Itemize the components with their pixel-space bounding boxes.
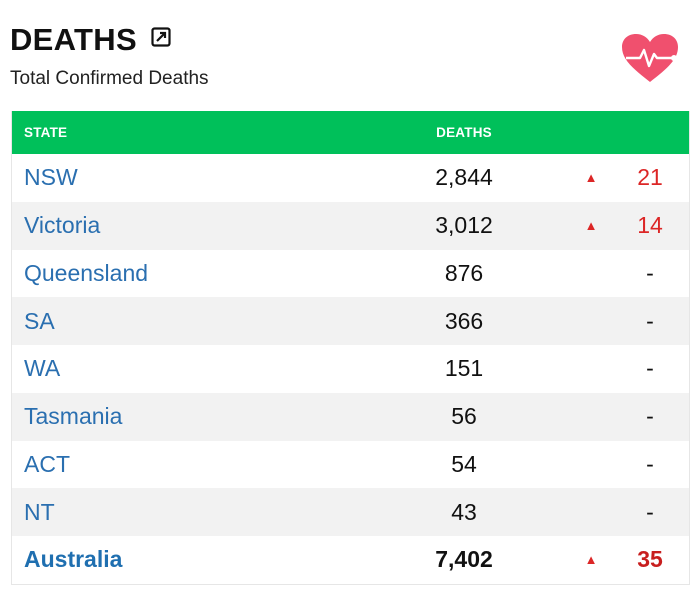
page-title: DEATHS xyxy=(10,22,137,57)
table-row: NT 43 - xyxy=(12,488,689,536)
column-header-deaths[interactable]: DEATHS xyxy=(436,125,492,140)
deaths-table: STATE DEATHS NSW 2,844 ▲ 21 Victoria 3,0… xyxy=(12,111,689,584)
widget-header: DEATHS Total Confirmed Deaths xyxy=(10,22,686,102)
deaths-value: 366 xyxy=(444,307,484,334)
arrow-cell xyxy=(571,393,611,441)
expand-icon[interactable] xyxy=(151,27,171,47)
page-subtitle: Total Confirmed Deaths xyxy=(10,68,209,89)
deaths-value: 2,844 xyxy=(435,164,493,191)
deaths-value: 54 xyxy=(451,450,477,477)
heart-pulse-icon xyxy=(620,32,680,84)
total-deaths-value: 7,402 xyxy=(435,546,493,573)
daily-change: - xyxy=(646,307,654,334)
daily-change: 21 xyxy=(637,164,663,191)
arrow-cell xyxy=(571,297,611,345)
column-header-state[interactable]: STATE xyxy=(24,125,68,140)
deaths-value: 3,012 xyxy=(435,212,493,239)
deaths-value: 151 xyxy=(444,355,484,382)
total-state-link[interactable]: Australia xyxy=(24,546,123,573)
daily-change: 14 xyxy=(637,212,663,239)
daily-change: - xyxy=(646,355,654,382)
daily-change: - xyxy=(646,259,654,286)
table-row: NSW 2,844 ▲ 21 xyxy=(12,154,689,202)
up-arrow-icon: ▲ xyxy=(584,218,598,234)
daily-change: - xyxy=(646,498,654,525)
state-link[interactable]: NSW xyxy=(24,164,78,191)
table-row: ACT 54 - xyxy=(12,441,689,489)
arrow-cell xyxy=(571,250,611,298)
up-arrow-icon: ▲ xyxy=(584,552,598,568)
state-link[interactable]: NT xyxy=(24,498,55,525)
table-row: Victoria 3,012 ▲ 14 xyxy=(12,201,689,250)
table-row: WA 151 - xyxy=(12,345,689,393)
daily-change: - xyxy=(646,450,654,477)
table-header-row: STATE DEATHS xyxy=(12,111,689,154)
deaths-table-container: STATE DEATHS NSW 2,844 ▲ 21 Victoria 3,0… xyxy=(11,111,690,585)
table-row: Tasmania 56 - xyxy=(12,392,689,441)
total-daily-change: 35 xyxy=(637,546,663,573)
deaths-value: 43 xyxy=(451,498,477,525)
state-link[interactable]: ACT xyxy=(24,450,70,477)
state-link[interactable]: SA xyxy=(24,307,55,334)
table-row: Queensland 876 - xyxy=(12,250,689,298)
table-row: SA 366 - xyxy=(12,297,689,345)
arrow-cell xyxy=(571,441,611,489)
state-link[interactable]: Victoria xyxy=(24,212,101,239)
title-row: DEATHS xyxy=(10,22,686,58)
state-link[interactable]: WA xyxy=(24,355,61,382)
total-row: Australia 7,402 ▲ 35 xyxy=(12,536,689,584)
arrow-cell xyxy=(571,488,611,536)
column-header-arrow xyxy=(571,111,611,154)
state-link[interactable]: Tasmania xyxy=(24,403,123,430)
deaths-value: 56 xyxy=(451,403,477,430)
arrow-cell xyxy=(571,345,611,393)
deaths-value: 876 xyxy=(444,259,484,286)
column-header-change xyxy=(611,111,689,154)
state-link[interactable]: Queensland xyxy=(24,259,149,286)
daily-change: - xyxy=(646,403,654,430)
up-arrow-icon: ▲ xyxy=(584,170,598,186)
